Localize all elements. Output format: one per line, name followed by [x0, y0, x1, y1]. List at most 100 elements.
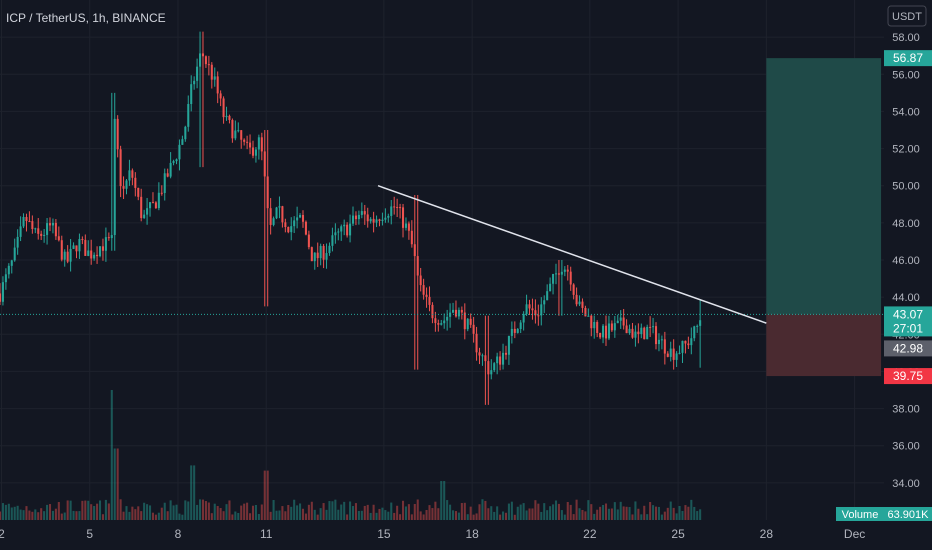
volume-bar: [25, 506, 28, 520]
volume-bar: [504, 512, 508, 520]
volume-bar: [519, 504, 522, 520]
candle-body: [143, 214, 146, 219]
volume-bar: [434, 501, 437, 520]
candle-body: [181, 139, 184, 145]
volume-bar: [125, 506, 128, 520]
volume-bar: [619, 501, 622, 520]
time-axis[interactable]: [0, 520, 884, 550]
candle-body: [646, 326, 649, 340]
volume-bar: [328, 501, 331, 520]
candle-body: [496, 356, 499, 364]
volume-bar: [63, 512, 66, 520]
volume-bar: [331, 501, 334, 520]
volume-bar: [34, 509, 37, 520]
candle-body: [307, 234, 310, 248]
volume-bar: [393, 512, 396, 520]
volume-bar: [622, 506, 625, 520]
candle-body: [469, 318, 472, 325]
candle-body: [360, 211, 363, 215]
profit-zone[interactable]: [766, 58, 882, 315]
price-tick-label: 52.00: [892, 144, 920, 156]
volume-bar: [128, 511, 131, 520]
candle-body: [557, 273, 560, 275]
target-price-value: 56.87: [893, 51, 923, 65]
volume-bar: [560, 510, 563, 520]
candle-body: [72, 245, 75, 249]
price-tick-label: 56.00: [892, 69, 920, 81]
candle-body: [178, 144, 181, 160]
volume-bar: [472, 514, 475, 520]
candle-body: [572, 284, 575, 295]
time-tick-label: 2: [0, 527, 5, 541]
volume-bar: [57, 502, 60, 520]
candle-body: [204, 56, 207, 65]
volume-bar: [51, 510, 54, 520]
volume-bar: [516, 506, 519, 520]
candle-body: [687, 343, 690, 346]
volume-bar: [693, 506, 696, 520]
candle-body: [163, 173, 166, 194]
volume-bar: [546, 510, 549, 520]
candle-body: [625, 325, 628, 334]
candle-body: [672, 348, 675, 360]
candle-body: [504, 352, 508, 355]
candle-body: [228, 115, 231, 120]
volume-bar: [616, 509, 619, 520]
volume-bar: [22, 510, 25, 520]
candle-body: [325, 253, 328, 260]
candle-body: [690, 338, 693, 346]
volume-bar: [281, 506, 284, 520]
volume-bar: [581, 509, 584, 520]
candle-body: [134, 177, 137, 188]
volume-bar: [401, 500, 405, 520]
candle-body: [257, 137, 260, 150]
volume-bar: [604, 503, 608, 520]
price-tick-label: 38.00: [892, 404, 920, 416]
volume-bar: [522, 503, 525, 520]
candle-body: [57, 236, 60, 241]
volume-bar: [140, 511, 143, 520]
volume-bar: [599, 506, 602, 520]
volume-bar: [510, 501, 513, 520]
candle-body: [63, 251, 66, 260]
candlesticks: [0, 31, 702, 405]
trendline[interactable]: [377, 185, 767, 324]
candle-body: [210, 64, 213, 80]
stop-price-tag: [884, 368, 932, 385]
time-tick-label: 25: [671, 527, 685, 541]
loss-zone[interactable]: [766, 314, 882, 377]
candle-body: [66, 251, 69, 262]
candle-body: [337, 231, 340, 233]
volume-bar: [337, 509, 340, 520]
volume-bar: [266, 470, 269, 520]
volume-bar: [269, 511, 272, 520]
volume-bar: [425, 509, 428, 520]
volume-bar: [634, 501, 637, 520]
candle-body: [28, 221, 31, 223]
candle-body: [387, 215, 390, 218]
entry-price-tag: [884, 340, 932, 357]
candle-body: [525, 304, 528, 314]
volume-bar: [628, 507, 631, 520]
currency-button[interactable]: [887, 5, 927, 27]
volume-bar: [246, 502, 249, 520]
volume-bar: [413, 504, 416, 520]
candle-body: [578, 301, 581, 305]
candle-body: [431, 304, 434, 319]
candle-body: [54, 222, 57, 237]
volume-bar: [528, 508, 531, 520]
volume-bar: [575, 499, 578, 520]
candle-body: [475, 333, 478, 353]
price-axis[interactable]: [884, 0, 932, 520]
candle-body: [384, 217, 387, 220]
candle-body: [590, 315, 593, 329]
price-tick-label: 54.00: [892, 106, 920, 118]
target-price-tag: [884, 50, 932, 67]
volume-bar: [207, 502, 210, 520]
candle-body: [669, 348, 672, 357]
candle-body: [663, 339, 666, 354]
volume-value-tag: [884, 507, 932, 521]
candle-body: [699, 320, 702, 326]
candle-body: [460, 309, 463, 313]
